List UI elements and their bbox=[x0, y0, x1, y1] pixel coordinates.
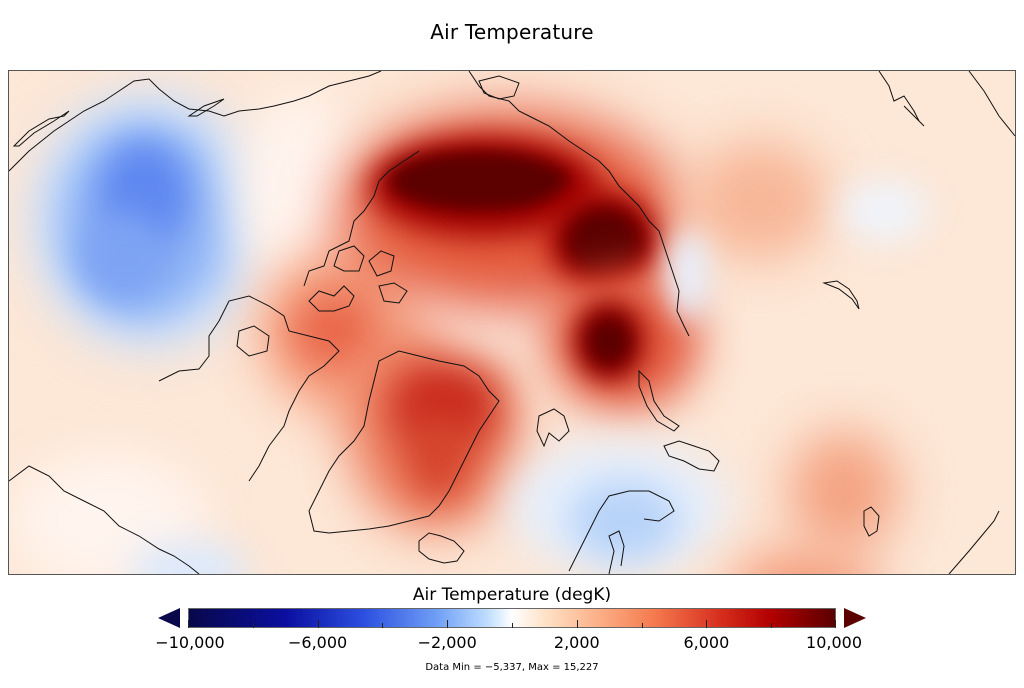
map-panel bbox=[8, 70, 1016, 575]
figure-title: Air Temperature bbox=[430, 20, 594, 44]
colorbar-tick bbox=[317, 620, 319, 628]
colorbar-tick bbox=[835, 620, 836, 628]
colorbar-minor-tick bbox=[512, 623, 513, 628]
colorbar-tick bbox=[447, 620, 449, 628]
colorbar-tick-label: −10,000 bbox=[155, 633, 225, 652]
colorbar-minor-tick bbox=[641, 623, 643, 628]
colorbar-minor-tick bbox=[252, 623, 254, 628]
coastlines bbox=[9, 71, 1015, 574]
colorbar-minor-tick bbox=[382, 623, 384, 628]
colorbar-tick-label: −2,000 bbox=[417, 633, 477, 652]
data-range-note: Data Min = −5,337, Max = 15,227 bbox=[425, 662, 599, 673]
colorbar-tick-label: 10,000 bbox=[806, 633, 862, 652]
colorbar-tick-label: 6,000 bbox=[683, 633, 730, 652]
colorbar-minor-tick bbox=[771, 623, 773, 628]
colorbar-label: Air Temperature (degK) bbox=[412, 585, 612, 605]
colorbar-tick-label: −6,000 bbox=[287, 633, 348, 652]
colorbar-over-arrow bbox=[844, 608, 866, 628]
temperature-field bbox=[9, 71, 1015, 574]
colorbar-tick bbox=[706, 620, 708, 628]
colorbar-tick bbox=[576, 620, 578, 628]
colorbar-under-arrow bbox=[158, 608, 180, 628]
colorbar-tick bbox=[188, 620, 189, 628]
colorbar-tick-label: 2,000 bbox=[553, 633, 600, 652]
